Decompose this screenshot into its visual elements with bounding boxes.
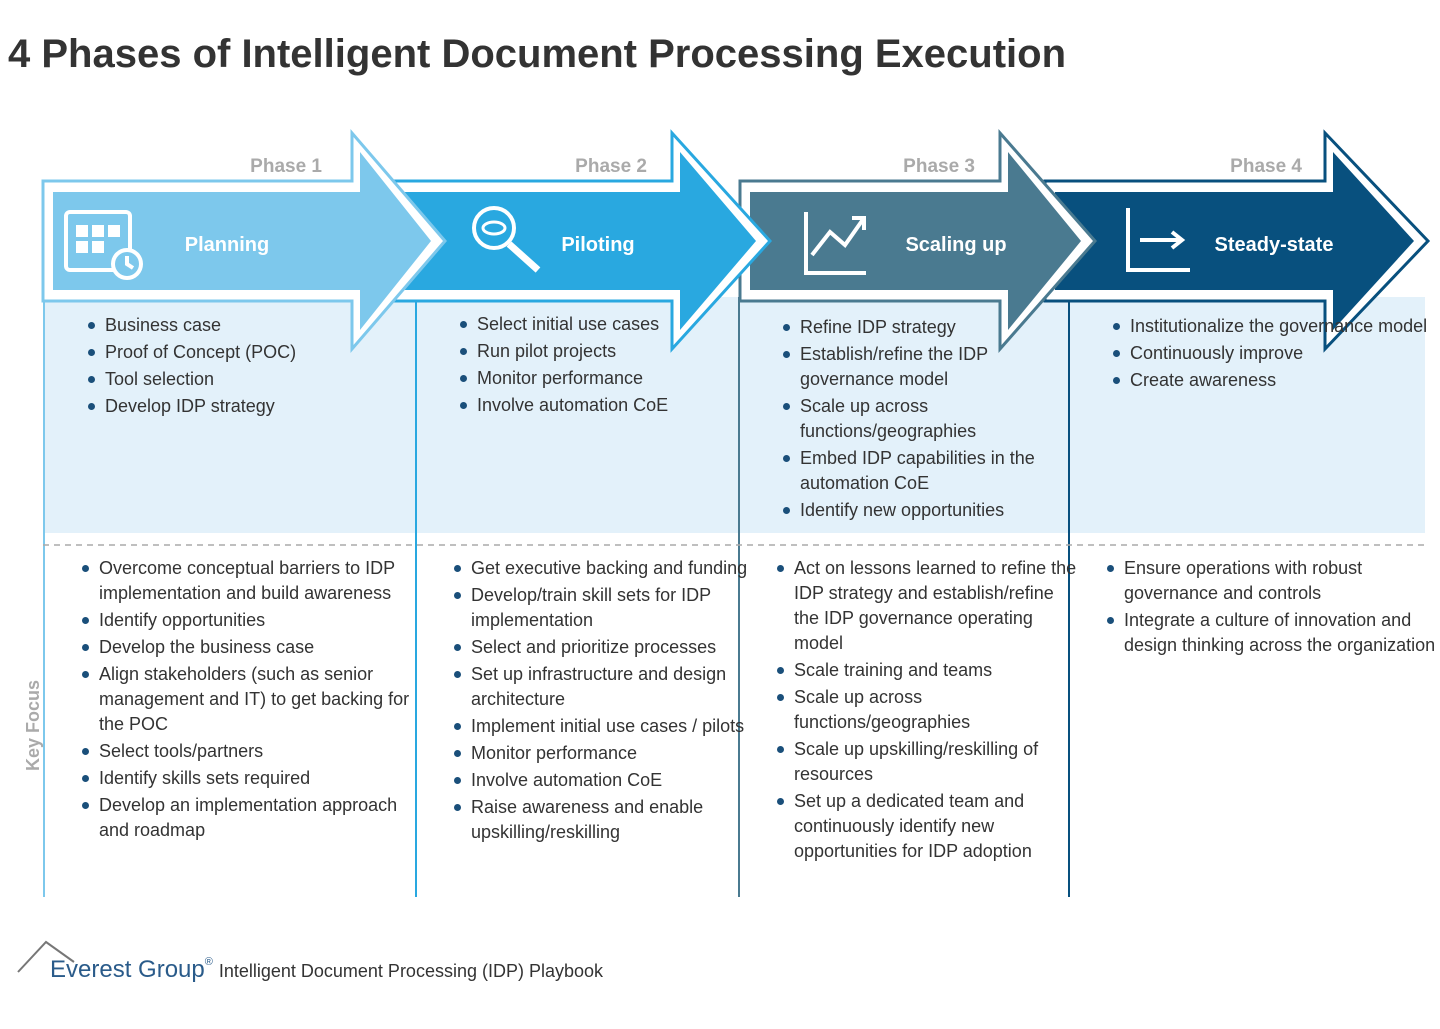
top-list: Select initial use cases Run pilot projec… xyxy=(455,312,756,420)
list-item: Create awareness xyxy=(1113,368,1440,393)
list-item: Set up infrastructure and design archite… xyxy=(454,662,750,712)
arrow xyxy=(53,152,431,330)
footer-subtitle: Intelligent Document Processing (IDP) Pl… xyxy=(218,961,604,981)
steady-line xyxy=(1140,230,1186,250)
footer: Everest Group® Intelligent Document Proce… xyxy=(50,956,603,984)
phase-name: Piloting xyxy=(561,234,634,256)
key-focus-list: Overcome conceptual barriers to IDP impl… xyxy=(77,556,427,845)
steady-axes xyxy=(1126,208,1190,272)
list-item: Institutionalize the governance model xyxy=(1113,314,1440,339)
brand: Everest Group xyxy=(50,956,205,983)
list-item: Business case xyxy=(88,313,433,338)
phase-label: Phase 4 xyxy=(1230,156,1302,177)
clock-hands xyxy=(125,256,135,270)
chart-axes xyxy=(804,212,866,275)
phase-label: Phase 3 xyxy=(903,156,975,177)
phase-label: Phase 1 xyxy=(250,156,322,177)
title: 4 Phases of Intelligent Document Process… xyxy=(8,32,1067,76)
list-item: Develop an implementation approach and r… xyxy=(82,793,427,843)
list-item: Set up a dedicated team and continuously… xyxy=(777,789,1080,864)
side-label: Key Focus xyxy=(23,679,44,772)
list-item: Overcome conceptual barriers to IDP impl… xyxy=(82,556,427,606)
list-item: Identify skills sets required xyxy=(82,766,427,791)
phase-name: Steady-state xyxy=(1215,234,1334,256)
list-item: Involve automation CoE xyxy=(460,393,756,418)
list-item: Identify opportunities xyxy=(82,608,427,633)
list-item: Integrate a culture of innovation and de… xyxy=(1107,608,1437,658)
list-item: Select initial use cases xyxy=(460,312,756,337)
list-item: Develop IDP strategy xyxy=(88,394,433,419)
logo-mountain xyxy=(17,940,75,973)
list-item: Develop the business case xyxy=(82,635,427,660)
registered-mark: ® xyxy=(204,956,213,968)
list-item: Get executive backing and funding xyxy=(454,556,750,581)
list-item: Involve automation CoE xyxy=(454,768,750,793)
list-item: Scale up upskilling/reskilling of resour… xyxy=(777,737,1080,787)
icons xyxy=(64,206,1190,280)
phase-name: Scaling up xyxy=(905,234,1006,256)
top-list: Institutionalize the governance model Con… xyxy=(1108,314,1440,395)
list-item: Scale up across functions/geographies xyxy=(783,394,1086,444)
logo xyxy=(17,940,75,973)
list-item: Run pilot projects xyxy=(460,339,756,364)
list-item: Develop/train skill sets for IDP impleme… xyxy=(454,583,750,633)
list-item: Continuously improve xyxy=(1113,341,1440,366)
key-focus-list: Ensure operations with robust governance… xyxy=(1102,556,1437,660)
list-item: Establish/refine the IDP governance mode… xyxy=(783,342,1086,392)
calendar-grid xyxy=(76,225,120,253)
list-item: Monitor performance xyxy=(454,741,750,766)
phase-label: Phase 2 xyxy=(575,156,647,177)
list-item: Scale up across functions/geographies xyxy=(777,685,1080,735)
arrow xyxy=(405,152,756,330)
eye-icon xyxy=(481,220,507,236)
list-item: Scale training and teams xyxy=(777,658,1080,683)
list-item: Refine IDP strategy xyxy=(783,315,1086,340)
list-item: Implement initial use cases / pilots xyxy=(454,714,750,739)
list-item: Monitor performance xyxy=(460,366,756,391)
key-focus-list: Act on lessons learned to refine the IDP… xyxy=(772,556,1080,866)
phase-name: Planning xyxy=(185,234,269,256)
list-item: Act on lessons learned to refine the IDP… xyxy=(777,556,1080,656)
list-item: Select tools/partners xyxy=(82,739,427,764)
arrow-texts: Phase 1 Planning Phase 2 Piloting Phase 3 Sca… xyxy=(185,156,1334,256)
list-item: Tool selection xyxy=(88,367,433,392)
key-focus-list: Get executive backing and funding Develop… xyxy=(449,556,750,847)
list-item: Select and prioritize processes xyxy=(454,635,750,660)
arrow xyxy=(750,152,1081,330)
arrow xyxy=(1055,152,1414,330)
list-item: Raise awareness and enable upskilling/re… xyxy=(454,795,750,845)
top-list: Business case Proof of Concept (POC) Tool … xyxy=(83,313,433,421)
list-item: Proof of Concept (POC) xyxy=(88,340,433,365)
arrows-layer xyxy=(41,128,1431,354)
list-item: Ensure operations with robust governance… xyxy=(1107,556,1437,606)
list-item: Align stakeholders (such as senior manag… xyxy=(82,662,427,737)
top-panel xyxy=(1068,297,1425,533)
magnifier-handle xyxy=(506,241,541,273)
chart-line xyxy=(810,216,866,257)
calendar-icon xyxy=(64,210,132,272)
list-item: Identify new opportunities xyxy=(783,498,1086,523)
list-item: Embed IDP capabilities in the automation… xyxy=(783,446,1086,496)
top-list: Refine IDP strategy Establish/refine the … xyxy=(778,315,1086,525)
magnifier-icon xyxy=(472,206,516,250)
